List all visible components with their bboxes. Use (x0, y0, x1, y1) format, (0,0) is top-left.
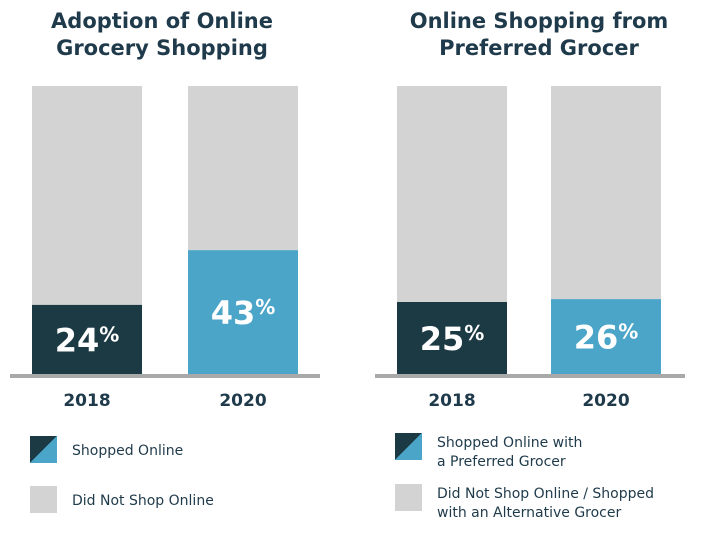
bar-segment-value (397, 302, 507, 374)
x-tick-label: 2018 (63, 391, 110, 411)
chart-title: Online Shopping from Preferred Grocer (409, 9, 669, 60)
bar-segment-remainder (188, 86, 298, 251)
bar-segment-value (188, 250, 298, 374)
bar-segment-remainder (551, 86, 661, 300)
legend-label: Did Not Shop Online (72, 493, 214, 509)
legend-label: Did Not Shop Online / Shopped with an Al… (437, 486, 655, 521)
chart-panel-preferred-grocer: Online Shopping from Preferred Grocer 25… (365, 0, 705, 536)
bar-value-label: 43% (211, 294, 276, 332)
legend-swatch (395, 484, 422, 511)
legend-item-alternative-grocer: Did Not Shop Online / Shopped with an Al… (395, 484, 705, 521)
chart-plot: 25% 2018 26% 2020 (375, 86, 685, 411)
chart-title: Adoption of Online Grocery Shopping (51, 9, 273, 60)
chart-plot: 24% 2018 43% 2020 (10, 86, 320, 411)
bar-segment-value (551, 299, 661, 374)
bar-value-label: 25% (420, 320, 485, 358)
chart-panel-adoption: Adoption of Online Grocery Shopping 24% 2… (0, 0, 340, 536)
legend-label: Shopped Online with a Preferred Grocer (437, 435, 583, 470)
bar-segment-remainder (397, 86, 507, 302)
legend-label: Shopped Online (72, 443, 184, 459)
legend-item-did-not-shop: Did Not Shop Online (30, 486, 350, 516)
bar-segment-value (32, 304, 142, 374)
legend-item-shopped-online: Shopped Online (30, 436, 350, 466)
x-tick-label: 2020 (219, 391, 266, 411)
bar-segment-remainder (32, 86, 142, 305)
x-axis-line (10, 374, 320, 378)
legend-swatch (30, 436, 57, 463)
legend-swatch (30, 486, 57, 513)
x-tick-label: 2018 (428, 391, 475, 411)
legend-swatch (395, 433, 422, 460)
x-tick-label: 2020 (582, 391, 629, 411)
bar-value-label: 26% (574, 319, 639, 357)
legend-item-preferred-grocer: Shopped Online with a Preferred Grocer (395, 433, 705, 470)
bar-value-label: 24% (55, 321, 120, 359)
x-axis-line (375, 374, 685, 378)
